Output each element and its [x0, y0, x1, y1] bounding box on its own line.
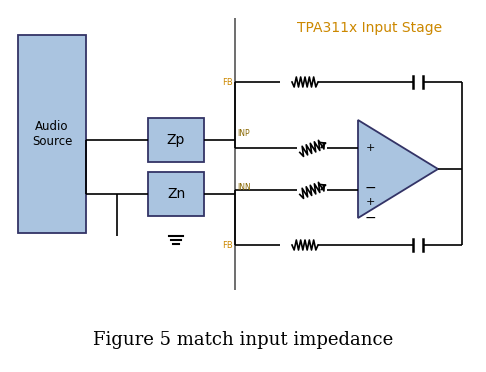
Text: Zn: Zn	[167, 187, 185, 201]
Text: INN: INN	[237, 183, 251, 192]
Text: Figure 5 match input impedance: Figure 5 match input impedance	[93, 331, 393, 349]
Text: INP: INP	[237, 129, 250, 138]
Text: Audio
Source: Audio Source	[32, 120, 72, 148]
FancyBboxPatch shape	[148, 118, 204, 162]
Text: FB: FB	[222, 241, 233, 250]
Text: +: +	[365, 197, 375, 207]
Text: FB: FB	[222, 77, 233, 87]
Text: −: −	[364, 211, 376, 225]
FancyBboxPatch shape	[18, 35, 86, 233]
Text: Zp: Zp	[167, 133, 185, 147]
Text: −: −	[364, 181, 376, 195]
Text: TPA311x Input Stage: TPA311x Input Stage	[297, 21, 443, 35]
Polygon shape	[358, 120, 438, 218]
FancyBboxPatch shape	[148, 172, 204, 216]
Text: +: +	[365, 143, 375, 153]
